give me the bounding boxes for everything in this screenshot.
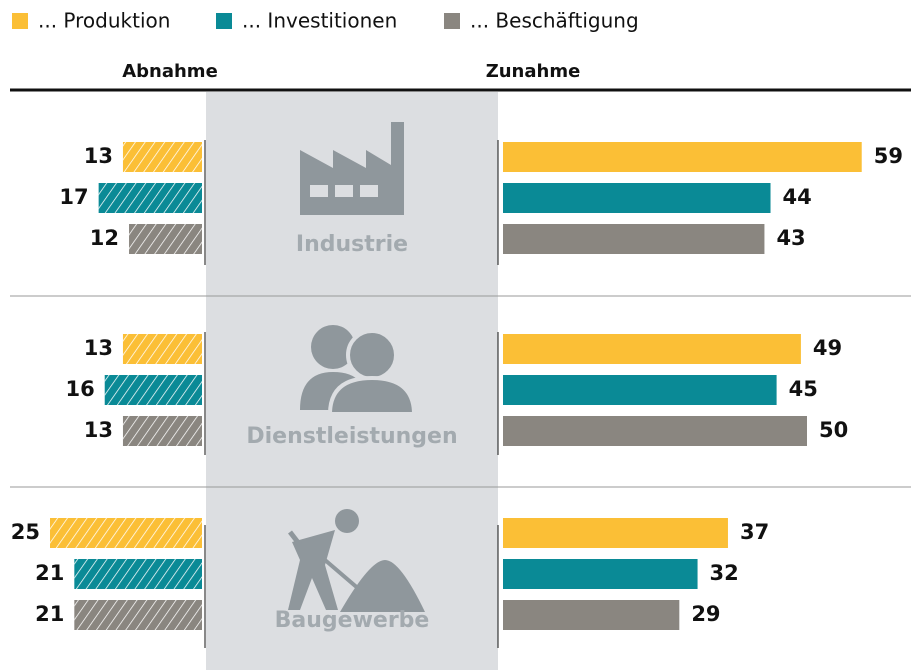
value-label: 13 xyxy=(84,144,113,168)
header-right: Zunahme xyxy=(486,61,581,82)
value-label: 13 xyxy=(84,418,113,442)
legend-label: ... Investitionen xyxy=(242,9,397,33)
legend-swatch xyxy=(12,13,28,29)
value-label: 16 xyxy=(65,377,94,401)
value-label: 21 xyxy=(35,561,64,585)
bar-hatch xyxy=(74,559,202,589)
legend-label: ... Beschäftigung xyxy=(470,9,639,33)
value-label: 44 xyxy=(783,185,812,209)
sector-label: Baugewerbe xyxy=(275,608,430,633)
bar-increase xyxy=(503,600,680,630)
bar-hatch xyxy=(122,416,202,446)
legend-swatch xyxy=(444,13,460,29)
bar-increase xyxy=(503,559,698,589)
value-label: 43 xyxy=(776,226,805,250)
people-icon xyxy=(300,325,417,416)
value-label: 29 xyxy=(691,602,720,626)
bar-increase xyxy=(503,375,777,405)
value-label: 21 xyxy=(35,602,64,626)
value-label: 17 xyxy=(59,185,88,209)
legend-label: ... Produktion xyxy=(38,9,170,33)
worker-icon xyxy=(288,509,425,612)
value-label: 49 xyxy=(813,336,842,360)
bar-hatch xyxy=(98,183,202,213)
bar-hatch xyxy=(129,224,202,254)
bar-increase xyxy=(503,334,801,364)
bar-increase xyxy=(503,183,771,213)
bar-increase xyxy=(503,416,807,446)
bar-increase xyxy=(503,142,862,172)
bar-hatch xyxy=(74,600,202,630)
bar-hatch xyxy=(50,518,202,548)
value-label: 59 xyxy=(874,144,903,168)
factory-icon xyxy=(300,122,404,215)
legend-swatch xyxy=(216,13,232,29)
header-left: Abnahme xyxy=(122,61,218,82)
value-label: 37 xyxy=(740,520,769,544)
bar-hatch xyxy=(104,375,202,405)
value-label: 25 xyxy=(11,520,40,544)
value-label: 13 xyxy=(84,336,113,360)
bar-hatch xyxy=(122,334,202,364)
value-label: 32 xyxy=(710,561,739,585)
value-label: 12 xyxy=(90,226,119,250)
bar-increase xyxy=(503,518,728,548)
value-label: 50 xyxy=(819,418,848,442)
sector-label: Industrie xyxy=(296,232,408,257)
sector-label: Dienstleistungen xyxy=(246,424,457,449)
value-label: 45 xyxy=(789,377,818,401)
bar-increase xyxy=(503,224,765,254)
bar-hatch xyxy=(122,142,202,172)
